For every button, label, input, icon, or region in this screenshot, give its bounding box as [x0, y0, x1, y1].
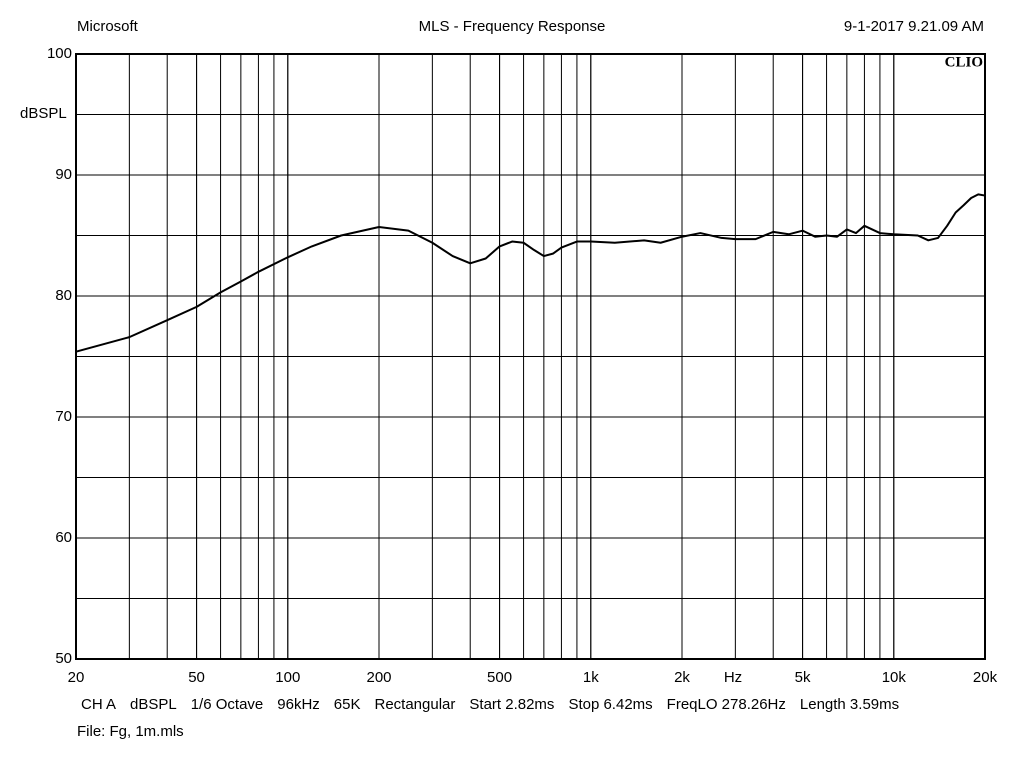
y-tick-label: 90 — [55, 166, 72, 183]
footer-item: FreqLO 278.26Hz — [666, 696, 786, 713]
footer-item: Stop 6.42ms — [568, 696, 653, 713]
footer-item: Rectangular — [374, 696, 456, 713]
timestamp: 9-1-2017 9.21.09 AM — [844, 18, 984, 35]
footer-item: Length 3.59ms — [799, 696, 900, 713]
x-axis-label: Hz — [724, 669, 742, 686]
footer-item: 1/6 Octave — [190, 696, 264, 713]
footer-item: dBSPL — [130, 696, 177, 713]
x-tick-label: 500 — [487, 669, 512, 686]
brand: CLIO — [945, 54, 983, 70]
x-tick-label: 1k — [583, 669, 599, 686]
y-tick-label: 100 — [47, 45, 72, 62]
footer-item: 65K — [333, 696, 361, 713]
footer-item: 96kHz — [277, 696, 320, 713]
x-tick-label: 2k — [674, 669, 690, 686]
x-tick-label: 200 — [366, 669, 391, 686]
x-tick-label: 20 — [68, 669, 85, 686]
x-tick-label: 50 — [188, 669, 205, 686]
plot-frame — [75, 53, 986, 660]
y-tick-label: 70 — [55, 408, 72, 425]
y-axis-label: dBSPL — [20, 105, 67, 122]
header-left: Microsoft — [77, 18, 139, 35]
y-tick-label: 80 — [55, 287, 72, 304]
x-tick-label: 5k — [795, 669, 811, 686]
y-tick-label: 60 — [55, 529, 72, 546]
footer-item: CH A — [81, 696, 117, 713]
x-tick-label: 100 — [275, 669, 300, 686]
response-curve — [75, 193, 986, 353]
x-tick-label: 20k — [973, 669, 998, 686]
y-tick-label: 50 — [55, 650, 72, 667]
x-tick-label: 10k — [882, 669, 907, 686]
footer-item: Start 2.82ms — [469, 696, 555, 713]
file-name: File: Fg, 1m.mls — [77, 723, 184, 740]
footer: CH A dBSPL 1/6 Octave 96kHz 65K Rectangular St… — [81, 696, 899, 713]
chart-title: MLS - Frequency Response — [419, 18, 606, 35]
